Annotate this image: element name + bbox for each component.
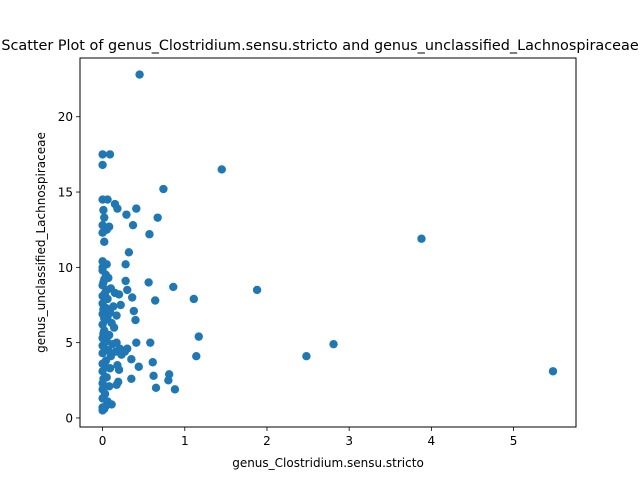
data-point (151, 383, 161, 393)
data-point (132, 204, 141, 213)
data-point (100, 314, 109, 323)
data-point (112, 311, 121, 320)
data-point (129, 306, 139, 316)
data-point (100, 288, 110, 298)
data-point (153, 213, 162, 222)
data-point (100, 275, 109, 284)
data-point (100, 344, 110, 353)
data-point (170, 385, 180, 394)
data-point (99, 205, 108, 215)
y-axis: 0 5 10 15 20 (58, 110, 80, 425)
data-point (121, 260, 130, 269)
data-point (169, 282, 178, 292)
data-point (217, 165, 226, 174)
data-point (159, 184, 168, 194)
data-point (104, 382, 114, 391)
data-point (123, 285, 132, 295)
data-point (99, 329, 108, 338)
data-point (99, 305, 108, 314)
data-point (114, 290, 124, 299)
data-point (128, 220, 138, 230)
data-point (146, 338, 155, 347)
data-point (124, 248, 134, 257)
data-point (194, 332, 203, 341)
data-point (105, 150, 115, 159)
chart-title: Scatter Plot of genus_Clostridium.sensu.… (1, 38, 638, 54)
data-point (116, 300, 125, 310)
y-tick-label: 20 (58, 110, 73, 124)
data-point (151, 296, 160, 305)
data-point (98, 160, 107, 170)
y-tick-label: 15 (58, 186, 73, 200)
data-point (103, 195, 112, 204)
data-point (101, 401, 111, 411)
plot-frame (79, 57, 577, 428)
data-point (114, 365, 124, 374)
data-point (417, 234, 426, 243)
y-axis-label: genus_unclassified_Lachnospiraceae (34, 132, 48, 353)
data-point (98, 150, 107, 159)
x-tick-label: 4 (428, 434, 436, 448)
data-point (548, 367, 558, 376)
data-point (329, 339, 338, 349)
data-point (108, 339, 117, 349)
data-point (99, 374, 108, 383)
data-point (100, 237, 109, 246)
data-point (145, 230, 154, 239)
data-point (134, 362, 143, 371)
x-tick-label: 0 (99, 434, 107, 448)
data-point (98, 228, 107, 237)
data-point (127, 293, 137, 302)
x-axis-label: genus_Clostridium.sensu.stricto (232, 456, 424, 470)
y-tick-label: 10 (58, 261, 73, 275)
y-tick-label: 0 (65, 411, 73, 425)
x-tick-label: 5 (510, 434, 518, 448)
data-point (100, 361, 109, 370)
data-point (149, 371, 158, 380)
x-tick-label: 1 (181, 434, 189, 448)
x-axis: 0 1 2 3 4 5 (99, 427, 518, 448)
data-point (122, 210, 131, 219)
data-point (112, 380, 121, 390)
data-point (131, 315, 140, 325)
data-point (127, 355, 136, 364)
y-tick-label: 5 (65, 336, 73, 350)
data-point (109, 323, 119, 332)
data-point (148, 358, 157, 367)
data-point (98, 263, 107, 272)
data-point (164, 376, 173, 385)
data-point (192, 352, 201, 361)
data-point (189, 294, 199, 304)
data-point (113, 204, 122, 213)
data-point (144, 278, 153, 287)
data-point (121, 276, 130, 286)
x-tick-label: 2 (263, 434, 271, 448)
data-point (132, 338, 141, 347)
data-point (302, 352, 311, 361)
data-point (252, 285, 262, 295)
points-layer (98, 70, 558, 415)
data-point (117, 350, 126, 359)
x-tick-label: 3 (345, 434, 353, 448)
data-point (127, 374, 136, 383)
data-point (100, 213, 109, 222)
data-point (135, 70, 144, 79)
